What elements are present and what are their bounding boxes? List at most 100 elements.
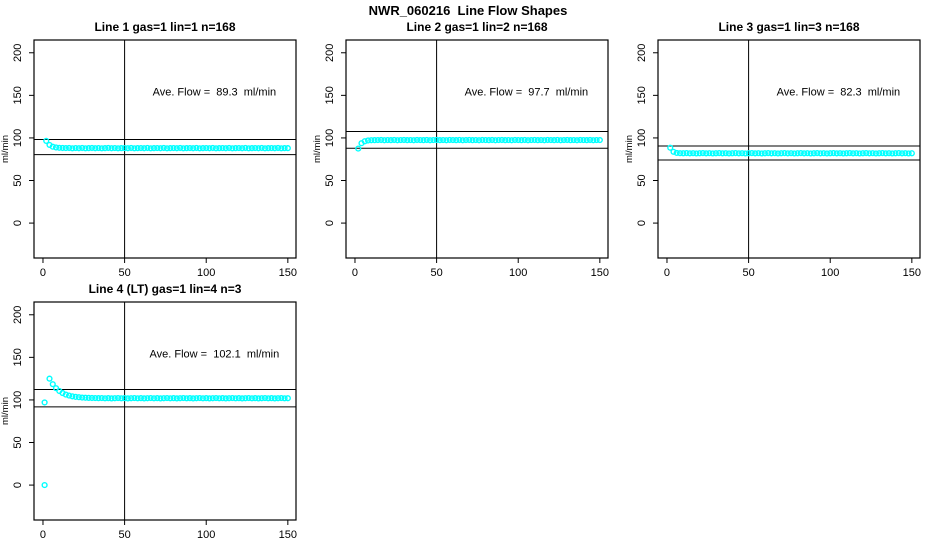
flow-data-point bbox=[774, 150, 782, 157]
flow-data-point bbox=[859, 150, 866, 157]
flow-data-point bbox=[567, 137, 574, 144]
flow-data-point bbox=[433, 136, 440, 144]
flow-data-point bbox=[95, 395, 102, 402]
flow-data-point bbox=[895, 149, 902, 157]
flow-data-point bbox=[69, 145, 76, 152]
flow-data-point bbox=[62, 391, 69, 398]
flow-data-point bbox=[488, 136, 496, 144]
flow-data-point bbox=[150, 395, 158, 402]
flow-data-point bbox=[85, 394, 92, 401]
flow-data-point bbox=[462, 136, 470, 144]
flow-data-point bbox=[157, 145, 164, 152]
flow-data-point bbox=[203, 395, 210, 402]
flow-data-point bbox=[387, 137, 394, 144]
flow-data-point bbox=[114, 394, 122, 402]
flow-data-point bbox=[541, 137, 548, 144]
flow-data-point bbox=[849, 150, 857, 157]
flow-data-point bbox=[229, 145, 236, 152]
flow-data-point bbox=[85, 145, 92, 152]
flow-data-point bbox=[791, 150, 798, 157]
flow-data-point bbox=[355, 145, 362, 152]
flow-data-point bbox=[905, 150, 912, 157]
flow-data-point bbox=[124, 395, 131, 402]
flow-data-point bbox=[101, 395, 109, 402]
flow-data-point bbox=[892, 150, 899, 157]
panel-title: Line 2 gas=1 lin=2 n=168 bbox=[406, 20, 547, 34]
flow-data-point bbox=[551, 137, 558, 144]
flow-data-point bbox=[193, 395, 200, 402]
flow-data-point bbox=[902, 150, 909, 157]
flow-data-point bbox=[729, 150, 736, 157]
flow-data-point bbox=[820, 150, 827, 157]
flow-data-point bbox=[583, 137, 590, 144]
average-flow-annotation: Ave. Flow = 97.7 ml/min bbox=[465, 86, 589, 98]
x-tick-label: 0 bbox=[40, 267, 46, 279]
flow-data-point bbox=[180, 394, 187, 402]
flow-data-point bbox=[453, 137, 460, 144]
flow-data-point bbox=[765, 149, 772, 157]
flow-data-point bbox=[176, 395, 184, 402]
flow-data-point bbox=[193, 144, 200, 152]
flow-data-point bbox=[397, 136, 404, 144]
x-tick-label: 50 bbox=[742, 267, 754, 279]
flow-data-point bbox=[394, 137, 401, 144]
flow-data-point bbox=[167, 145, 174, 152]
flow-data-point bbox=[781, 149, 788, 157]
y-tick-label: 50 bbox=[12, 436, 24, 448]
flow-data-point bbox=[495, 136, 502, 144]
y-axis-label: ml/min bbox=[0, 397, 11, 425]
flow-data-point bbox=[284, 395, 291, 402]
flow-data-point bbox=[885, 150, 893, 157]
flow-data-point bbox=[183, 145, 190, 152]
flow-data-point bbox=[72, 144, 79, 152]
flow-data-point bbox=[908, 150, 915, 157]
flow-data-point bbox=[709, 150, 716, 157]
flow-data-point bbox=[167, 395, 174, 402]
flow-data-point bbox=[472, 136, 479, 144]
flow-data-point bbox=[216, 145, 223, 152]
flow-data-point bbox=[206, 395, 213, 402]
flow-data-point bbox=[719, 150, 726, 157]
flow-data-point bbox=[75, 394, 82, 401]
flow-data-point bbox=[446, 136, 453, 144]
flow-data-point bbox=[817, 150, 824, 157]
flow-data-point bbox=[72, 393, 79, 400]
flow-data-point bbox=[183, 395, 190, 402]
flow-data-point bbox=[121, 144, 128, 152]
flow-data-point bbox=[564, 136, 571, 144]
y-tick-label: 100 bbox=[636, 129, 648, 147]
flow-data-point bbox=[833, 150, 840, 157]
flow-data-point bbox=[65, 144, 73, 152]
flow-data-point bbox=[101, 145, 109, 152]
flow-data-point bbox=[144, 395, 151, 402]
flow-data-point bbox=[176, 144, 184, 152]
flow-data-point bbox=[199, 395, 207, 402]
flow-data-point bbox=[118, 395, 125, 402]
flow-data-point bbox=[41, 399, 48, 406]
panel-title: Line 3 gas=1 lin=3 n=168 bbox=[718, 20, 859, 34]
flow-data-point bbox=[547, 136, 554, 144]
flow-data-point bbox=[43, 137, 50, 145]
flow-data-point bbox=[804, 150, 811, 157]
flow-data-point bbox=[689, 150, 697, 157]
flow-data-point bbox=[141, 395, 148, 402]
flow-data-point bbox=[876, 150, 883, 157]
y-tick-label: 50 bbox=[636, 174, 648, 186]
x-tick-label: 50 bbox=[118, 529, 130, 540]
flow-data-point bbox=[160, 144, 167, 152]
flow-data-point bbox=[128, 144, 135, 152]
y-tick-label: 0 bbox=[324, 220, 336, 226]
flow-data-point bbox=[814, 149, 821, 157]
flow-data-point bbox=[560, 136, 568, 144]
flow-data-point bbox=[137, 144, 145, 152]
y-axis-label: ml/min bbox=[312, 135, 323, 163]
flow-data-point bbox=[114, 145, 122, 152]
flow-data-point bbox=[239, 145, 246, 152]
flow-data-point bbox=[186, 395, 193, 402]
flow-data-point bbox=[242, 395, 249, 402]
flow-data-point bbox=[475, 137, 483, 144]
flow-data-point bbox=[761, 150, 769, 157]
flow-data-point bbox=[245, 145, 252, 152]
flow-data-point bbox=[577, 136, 584, 144]
flow-data-point bbox=[449, 136, 457, 144]
